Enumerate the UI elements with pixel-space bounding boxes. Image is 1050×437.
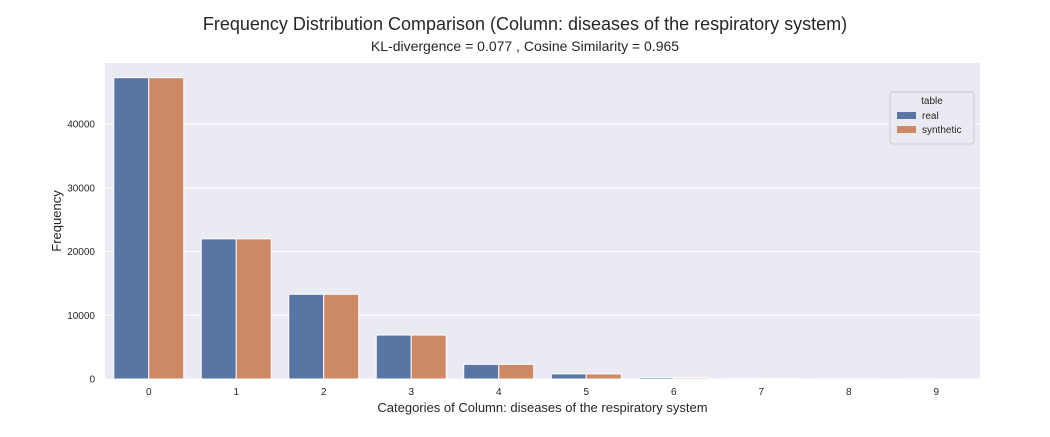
x-tick-label: 3: [408, 387, 414, 398]
bar-synthetic-4: [498, 363, 535, 380]
x-tick-label: 0: [146, 387, 152, 398]
bar-real-3: [375, 334, 412, 380]
x-tick-label: 1: [233, 387, 239, 398]
y-axis-label: Frequency: [49, 190, 64, 252]
bar-real-5: [550, 373, 587, 380]
x-axis-label: Categories of Column: diseases of the re…: [377, 400, 707, 415]
chart-title: Frequency Distribution Comparison (Colum…: [202, 14, 848, 34]
y-tick-label: 30000: [67, 183, 95, 194]
bar-real-1: [200, 238, 237, 380]
x-tick-label: 6: [671, 387, 677, 398]
y-tick-label: 10000: [67, 311, 95, 322]
legend-label-synthetic: synthetic: [922, 125, 961, 136]
bar-synthetic-0: [148, 77, 185, 380]
legend-swatch-synthetic: [897, 126, 916, 133]
x-tick-label: 8: [846, 387, 852, 398]
legend-swatch-real: [897, 112, 916, 119]
y-tick-label: 20000: [67, 247, 95, 258]
bar-synthetic-6: [673, 377, 710, 380]
bar-real-0: [113, 77, 150, 380]
bar-synthetic-5: [585, 373, 622, 380]
chart-subtitle: KL-divergence = 0.077 , Cosine Similarit…: [370, 38, 680, 54]
y-tick-label: 40000: [67, 120, 95, 131]
bar-synthetic-2: [323, 293, 360, 380]
legend-title: table: [921, 96, 943, 107]
bar-real-2: [288, 293, 325, 380]
x-tick-label: 2: [321, 387, 327, 398]
x-tick-label: 7: [758, 387, 764, 398]
bar-real-6: [638, 376, 675, 380]
bar-real-4: [463, 363, 500, 380]
bar-synthetic-1: [235, 238, 272, 380]
y-tick-label: 0: [89, 375, 95, 386]
legend-label-real: real: [922, 111, 939, 122]
bar-synthetic-3: [410, 334, 447, 380]
x-tick-label: 4: [496, 387, 502, 398]
x-tick-label: 5: [583, 387, 589, 398]
x-tick-label: 9: [933, 387, 939, 398]
